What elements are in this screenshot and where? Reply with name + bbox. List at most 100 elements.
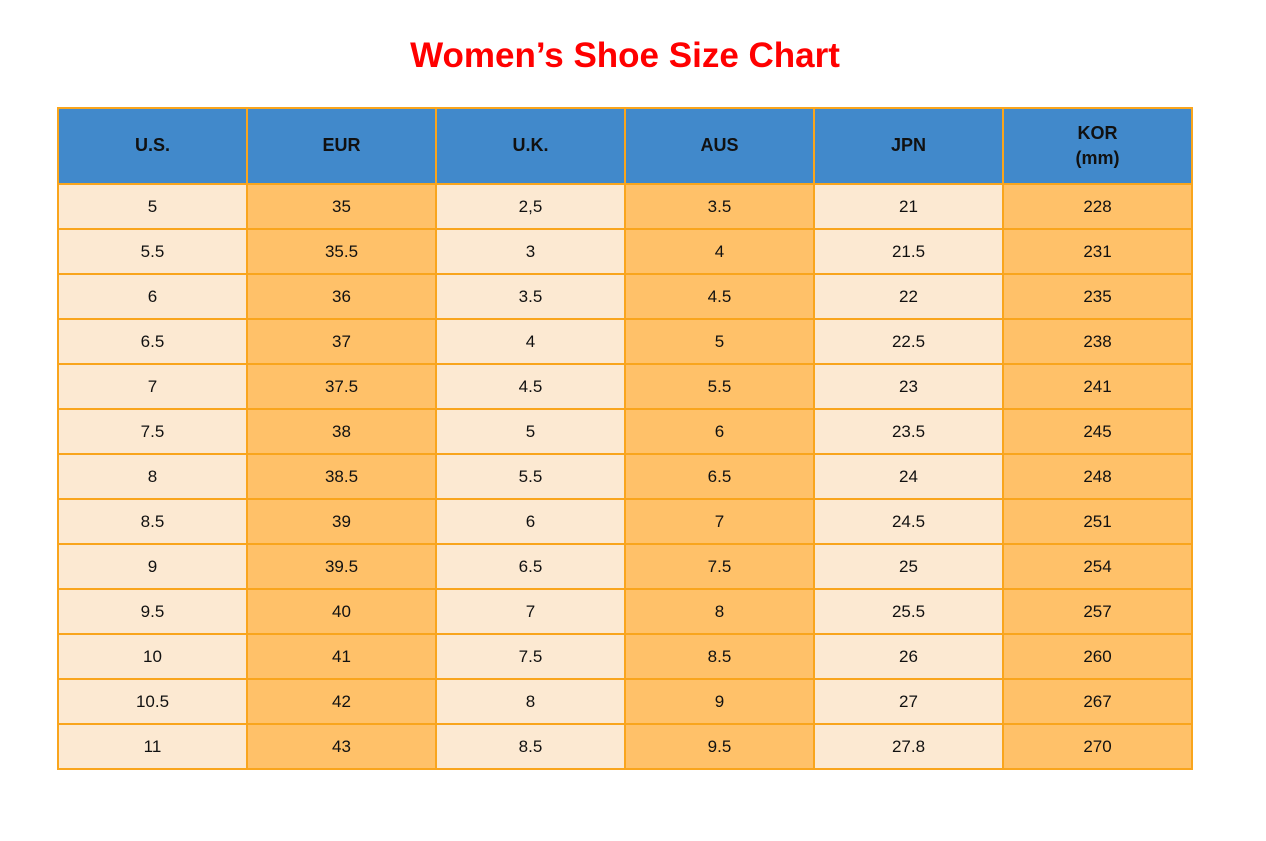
table-cell: 43 [246,723,437,770]
table-cell: 41 [246,633,437,680]
table-cell: 248 [1002,453,1193,500]
table-cell: 235 [1002,273,1193,320]
table-row: 8.5 39 6 7 24.5 251 [57,498,1193,545]
table-cell: 8.5 [624,633,815,680]
table-cell: 4.5 [624,273,815,320]
table-cell: 6 [57,273,248,320]
table-cell: 26 [813,633,1004,680]
table-cell: 6 [435,498,626,545]
table-cell: 27 [813,678,1004,725]
table-cell: 238 [1002,318,1193,365]
table-row: 6.5 37 4 5 22.5 238 [57,318,1193,365]
table-cell: 7 [57,363,248,410]
header-row: U.S. EUR U.K. AUS JPN KOR (mm) [57,107,1193,185]
table-cell: 24.5 [813,498,1004,545]
table-cell: 2,5 [435,183,626,230]
table-cell: 7.5 [624,543,815,590]
header-cell-kor: KOR (mm) [1002,107,1193,185]
table-cell: 5 [624,318,815,365]
table-cell: 9 [624,678,815,725]
header-cell-jpn: JPN [813,107,1004,185]
table-header: U.S. EUR U.K. AUS JPN KOR (mm) [57,107,1193,185]
table-cell: 3.5 [624,183,815,230]
table-row: 5 35 2,5 3.5 21 228 [57,183,1193,230]
table-cell: 4 [624,228,815,275]
table-cell: 8 [435,678,626,725]
table-cell: 4.5 [435,363,626,410]
table-cell: 7 [435,588,626,635]
table-cell: 37 [246,318,437,365]
table-cell: 6.5 [57,318,248,365]
table-cell: 35.5 [246,228,437,275]
page-title: Women’s Shoe Size Chart [410,36,840,75]
table-cell: 38 [246,408,437,455]
table-cell: 8.5 [435,723,626,770]
table-cell: 3 [435,228,626,275]
table-cell: 9.5 [57,588,248,635]
table-cell: 7.5 [57,408,248,455]
table-row: 9 39.5 6.5 7.5 25 254 [57,543,1193,590]
table-cell: 241 [1002,363,1193,410]
table-cell: 38.5 [246,453,437,500]
table-row: 5.5 35.5 3 4 21.5 231 [57,228,1193,275]
header-cell-us: U.S. [57,107,248,185]
table-cell: 21.5 [813,228,1004,275]
table-cell: 3.5 [435,273,626,320]
table-cell: 21 [813,183,1004,230]
header-cell-kor-line2: (mm) [1075,148,1120,168]
table-cell: 7.5 [435,633,626,680]
table-cell: 8 [624,588,815,635]
table-cell: 40 [246,588,437,635]
header-cell-eur: EUR [246,107,437,185]
table-cell: 5.5 [624,363,815,410]
table-cell: 257 [1002,588,1193,635]
table-cell: 231 [1002,228,1193,275]
table-row: 7.5 38 5 6 23.5 245 [57,408,1193,455]
table-cell: 22.5 [813,318,1004,365]
header-cell-uk: U.K. [435,107,626,185]
table-cell: 27.8 [813,723,1004,770]
table-cell: 36 [246,273,437,320]
table-row: 6 36 3.5 4.5 22 235 [57,273,1193,320]
table-cell: 245 [1002,408,1193,455]
header-cell-kor-line1: KOR [1077,122,1118,143]
table-cell: 24 [813,453,1004,500]
table-cell: 9 [57,543,248,590]
table-cell: 270 [1002,723,1193,770]
table-cell: 25.5 [813,588,1004,635]
table-cell: 7 [624,498,815,545]
table-cell: 6.5 [624,453,815,500]
table-cell: 267 [1002,678,1193,725]
table-cell: 37.5 [246,363,437,410]
table-cell: 251 [1002,498,1193,545]
table-cell: 11 [57,723,248,770]
table-cell: 39.5 [246,543,437,590]
table-cell: 8 [57,453,248,500]
table-cell: 39 [246,498,437,545]
table-cell: 42 [246,678,437,725]
table-cell: 10.5 [57,678,248,725]
table-cell: 23.5 [813,408,1004,455]
table-cell: 254 [1002,543,1193,590]
table-cell: 9.5 [624,723,815,770]
table-cell: 228 [1002,183,1193,230]
table-cell: 6 [624,408,815,455]
table-cell: 22 [813,273,1004,320]
table-cell: 5.5 [435,453,626,500]
table-cell: 35 [246,183,437,230]
table-cell: 8.5 [57,498,248,545]
header-cell-aus: AUS [624,107,815,185]
table-row: 10 41 7.5 8.5 26 260 [57,633,1193,680]
table-cell: 10 [57,633,248,680]
table-cell: 5.5 [57,228,248,275]
table-row: 9.5 40 7 8 25.5 257 [57,588,1193,635]
table-row: 11 43 8.5 9.5 27.8 270 [57,723,1193,770]
table-cell: 25 [813,543,1004,590]
table-row: 8 38.5 5.5 6.5 24 248 [57,453,1193,500]
table-cell: 5 [57,183,248,230]
table-cell: 4 [435,318,626,365]
table-row: 7 37.5 4.5 5.5 23 241 [57,363,1193,410]
shoe-size-table: U.S. EUR U.K. AUS JPN KOR (mm) 5 35 2,5 3.5… [57,107,1193,770]
table-cell: 6.5 [435,543,626,590]
